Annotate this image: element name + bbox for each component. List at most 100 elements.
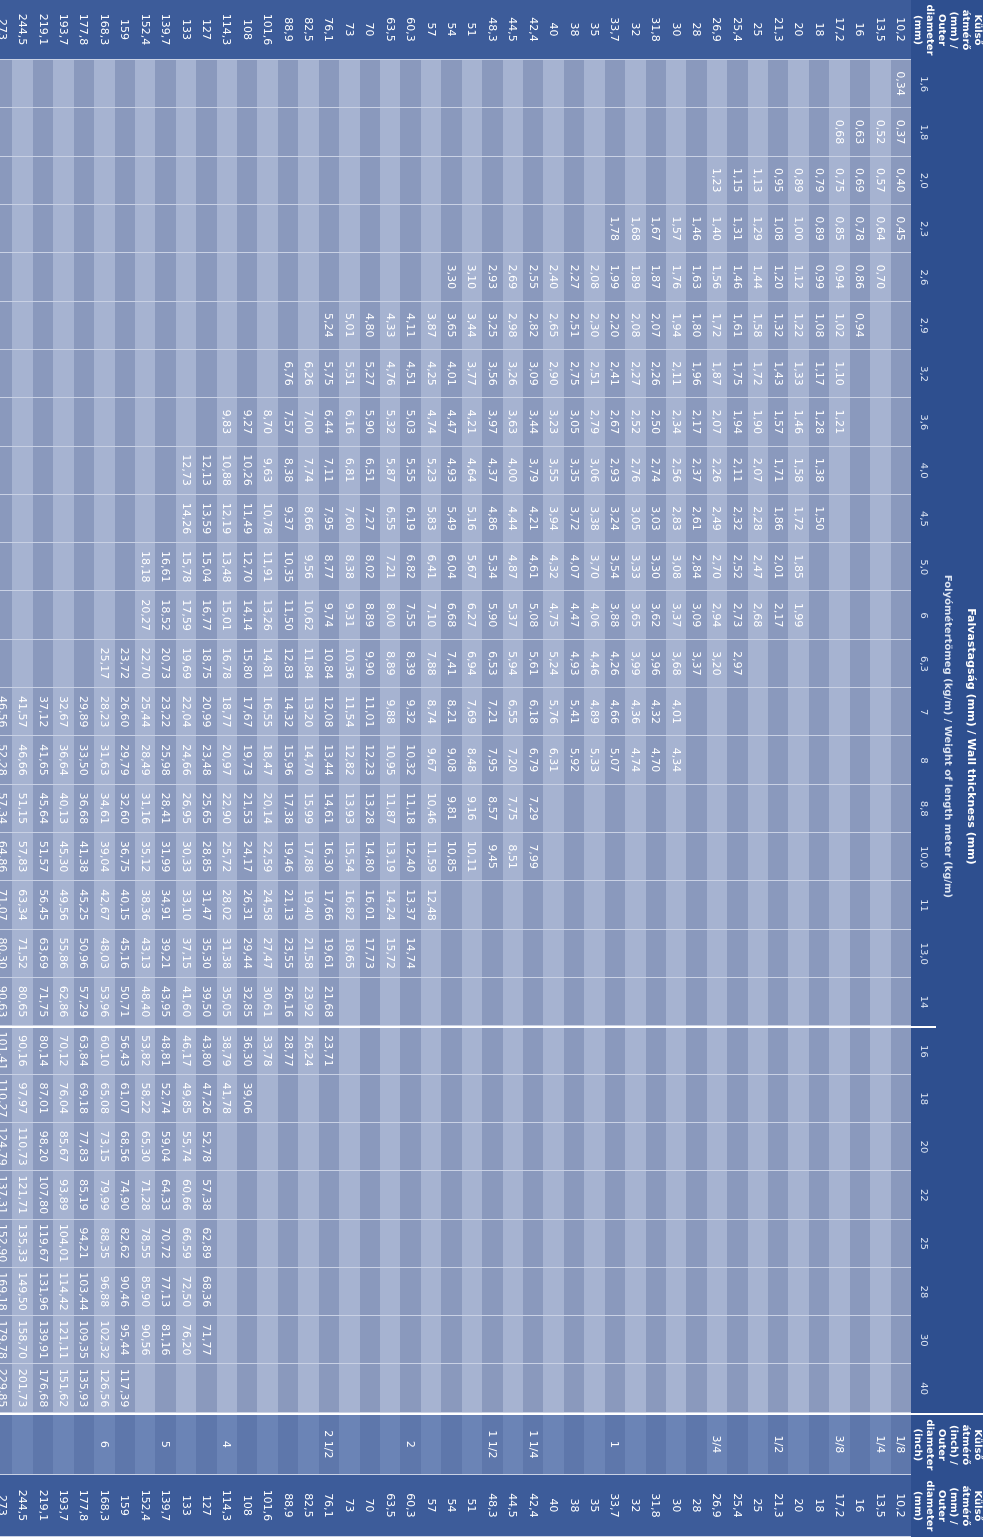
weight-cell <box>237 108 258 157</box>
weight-cell <box>890 446 911 495</box>
weight-cell: 4,51 <box>400 349 421 399</box>
weight-cell: 2,11 <box>727 446 748 495</box>
outer-diameter-mm-cell-right: 25,4 <box>727 1474 748 1537</box>
outer-diameter-inch-cell <box>441 1412 462 1475</box>
weight-cell <box>645 1122 666 1172</box>
weight-cell <box>890 929 911 978</box>
weight-cell <box>849 639 871 689</box>
weight-cell: 3,63 <box>502 398 523 447</box>
weight-cell: 0,52 <box>870 108 891 157</box>
weight-cell: 8,00 <box>380 591 401 640</box>
outer-diameter-mm-cell: 76,1 <box>318 0 340 60</box>
weight-cell <box>604 1074 626 1123</box>
weight-cell: 6,16 <box>339 398 360 447</box>
weight-cell <box>665 1219 687 1268</box>
weight-cell: 25,17 <box>94 639 115 689</box>
weight-cell: 2,84 <box>686 543 707 592</box>
weight-cell <box>196 204 217 254</box>
weight-cell: 10,88 <box>216 446 238 495</box>
weight-cell: 27,47 <box>257 929 278 978</box>
weight-cell <box>53 494 74 544</box>
weight-cell: 5,90 <box>482 591 503 640</box>
weight-cell <box>604 108 626 157</box>
weight-cell: 1,87 <box>645 253 666 302</box>
outer-diameter-mm-cell-right: 51 <box>461 1474 483 1537</box>
outer-diameter-inch-cell <box>237 1412 258 1475</box>
weight-cell: 2,73 <box>727 591 748 640</box>
weight-cell: 1,00 <box>788 204 809 254</box>
weight-cell <box>134 398 156 447</box>
table-row: 13,5 0,52 0,57 0,64 0,70 1/4 13,5 <box>870 0 891 1537</box>
weight-cell: 5,03 <box>400 398 421 447</box>
weight-cell <box>420 977 442 1027</box>
outer-diameter-mm-cell-right: 127 <box>196 1474 217 1537</box>
weight-cell <box>32 349 54 399</box>
weight-cell: 0,64 <box>870 204 891 254</box>
weight-cell <box>563 1219 585 1268</box>
weight-cell <box>768 60 789 109</box>
weight-cell <box>727 881 748 930</box>
weight-cell <box>584 881 605 930</box>
outer-diameter-mm-cell: 26,9 <box>706 0 728 60</box>
table-header: Külső átmérő (mm) / Outer diameter (mm) … <box>911 0 983 1537</box>
weight-cell: 9,83 <box>216 398 238 447</box>
weight-cell: 50,96 <box>73 929 95 978</box>
weight-cell <box>543 204 564 254</box>
outer-diameter-mm-cell: 40 <box>543 0 564 60</box>
weight-cell <box>359 1026 381 1075</box>
weight-cell: 2,08 <box>584 253 605 302</box>
weight-cell <box>890 398 911 447</box>
outer-diameter-mm-cell-right: 73 <box>339 1474 360 1537</box>
weight-cell <box>196 1364 217 1413</box>
weight-cell <box>318 1171 340 1220</box>
weight-cell <box>94 494 115 544</box>
weight-cell <box>502 977 523 1027</box>
weight-cell: 9,74 <box>318 591 340 640</box>
weight-cell <box>543 60 564 109</box>
weight-cell: 0,75 <box>829 156 850 205</box>
weight-cell: 64,33 <box>155 1171 176 1220</box>
weight-cell: 68,56 <box>114 1122 135 1172</box>
outer-diameter-inch-cell <box>32 1412 54 1475</box>
weight-cell: 7,21 <box>380 543 401 592</box>
weight-cell <box>870 1122 891 1172</box>
weight-cell <box>604 1316 626 1365</box>
weight-cell: 33,50 <box>73 736 95 785</box>
weight-cell <box>482 204 503 254</box>
weight-cell <box>216 108 238 157</box>
weight-cell <box>420 1364 442 1413</box>
weight-cell <box>808 639 830 689</box>
weight-cell <box>625 1267 646 1317</box>
weight-cell: 5,67 <box>461 543 483 592</box>
weight-cell: 60,66 <box>175 1171 197 1220</box>
weight-cell <box>461 204 483 254</box>
weight-cell: 1,46 <box>727 253 748 302</box>
wall-thickness-header: 6 <box>911 591 937 640</box>
weight-cell <box>32 543 54 592</box>
weight-cell: 5,51 <box>339 349 360 399</box>
weight-cell: 1,02 <box>829 301 850 350</box>
weight-cell: 31,16 <box>134 784 156 833</box>
outer-diameter-mm-cell: 48,3 <box>482 0 503 60</box>
weight-cell <box>502 1074 523 1123</box>
weight-cell <box>339 204 360 254</box>
weight-cell: 5,08 <box>522 591 544 640</box>
weight-cell: 52,28 <box>0 736 13 785</box>
outer-diameter-mm-cell-right: 76,1 <box>318 1474 340 1537</box>
weight-cell: 126,56 <box>94 1364 115 1413</box>
weight-cell <box>359 1122 381 1172</box>
outer-diameter-mm-cell: 33,7 <box>604 0 626 60</box>
weight-cell <box>808 1267 830 1317</box>
weight-cell <box>94 204 115 254</box>
table-row: 32 1,68 1,89 2,08 2,27 2,52 2,76 3,05 3,33 3,65 3,… <box>625 0 646 1537</box>
outer-diameter-mm-cell: 18 <box>808 0 830 60</box>
outer-diameter-inch-cell: 1/8 <box>890 1412 911 1475</box>
weight-cell <box>298 1316 319 1365</box>
weight-cell <box>522 1316 544 1365</box>
weight-cell: 26,60 <box>114 688 135 737</box>
wall-thickness-header: 8 <box>911 736 937 785</box>
weight-cell: 6,19 <box>400 494 421 544</box>
weight-cell: 1,56 <box>706 253 728 302</box>
weight-cell <box>645 1316 666 1365</box>
weight-cell <box>727 1122 748 1172</box>
